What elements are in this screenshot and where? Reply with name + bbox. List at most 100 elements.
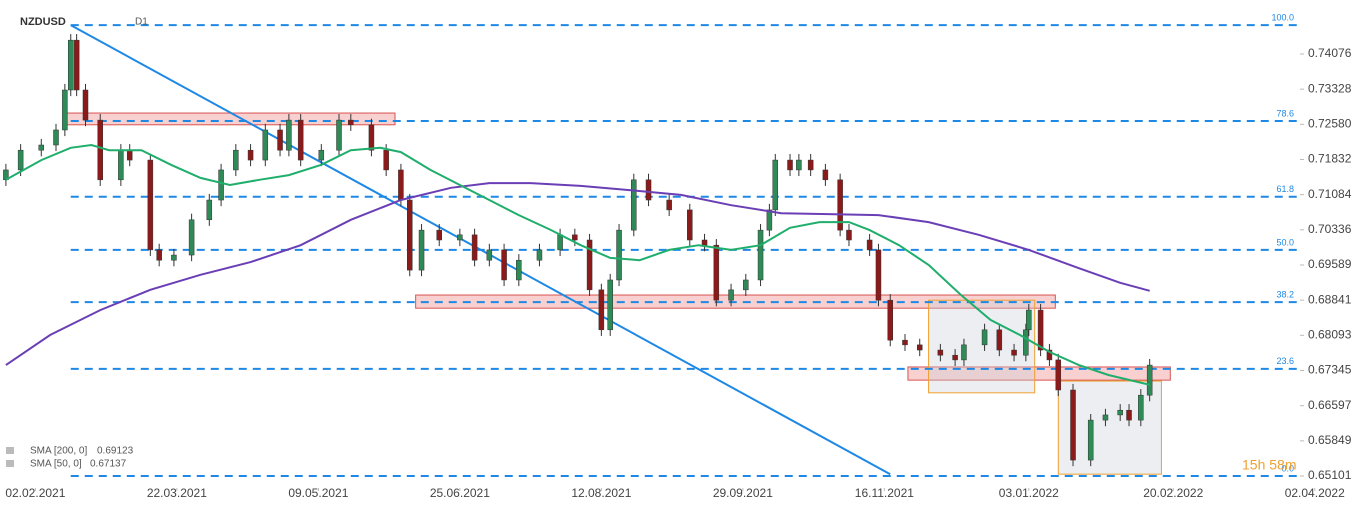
- plot-area: 100.0 78.6 61.8 50.0 38.2 23.6 0.0: [3, 12, 1300, 478]
- candle-body: [97, 119, 103, 181]
- candle-body: [728, 289, 734, 301]
- countdown: 15h 58m: [1242, 457, 1296, 473]
- candle-body: [952, 354, 958, 361]
- candle-body: [787, 159, 793, 171]
- candle-body: [687, 209, 693, 241]
- candle-body: [866, 239, 873, 251]
- x-tick-label: 25.06.2021: [430, 486, 490, 500]
- candle-body: [38, 144, 45, 151]
- candle-body: [501, 249, 507, 281]
- candle-body: [82, 89, 89, 121]
- candle-body: [1102, 414, 1109, 421]
- candle-body: [1117, 409, 1123, 416]
- candle-body: [171, 254, 177, 261]
- candle-body: [218, 169, 224, 201]
- candle-body: [1126, 409, 1132, 421]
- candle-body: [616, 229, 622, 281]
- candle-body: [1046, 349, 1053, 361]
- candle-body: [598, 289, 605, 331]
- candle-body: [701, 239, 708, 246]
- candle-body: [916, 344, 923, 351]
- timeframe: D1: [135, 17, 148, 28]
- legend-value: 0.67137: [90, 459, 127, 470]
- fib-label: 38.2: [1276, 289, 1294, 299]
- candle-body: [348, 119, 354, 126]
- candle-body: [846, 229, 852, 241]
- candle-body: [126, 149, 133, 161]
- x-tick-label: 09.05.2021: [288, 486, 348, 500]
- trendline: [70, 24, 891, 476]
- candle-body: [318, 149, 325, 161]
- candle-body: [336, 119, 342, 151]
- candle-body: [937, 349, 944, 356]
- candle-body: [62, 89, 68, 131]
- candle-body: [53, 129, 59, 146]
- y-tick-label: 0.65849: [1308, 433, 1352, 447]
- candle-body: [572, 234, 578, 241]
- symbol: NZDUSD: [20, 16, 66, 28]
- sma-line: [5, 182, 1150, 366]
- candle-body: [286, 119, 292, 151]
- y-tick-label: 0.65101: [1308, 468, 1352, 482]
- candle-body: [73, 39, 80, 91]
- y-tick-label: 0.74076: [1308, 46, 1352, 60]
- x-tick-label: 02.04.2022: [1285, 486, 1345, 500]
- y-tick-label: 0.68093: [1308, 327, 1352, 341]
- fib-label: 23.6: [1276, 356, 1294, 366]
- candle-body: [368, 124, 375, 151]
- candle-body: [1138, 394, 1144, 421]
- candle-body: [996, 329, 1003, 351]
- candle-body: [471, 234, 478, 261]
- fib-label: 61.8: [1276, 184, 1294, 194]
- candle-body: [713, 244, 720, 301]
- candle-body: [743, 279, 749, 291]
- candle-body: [766, 209, 773, 231]
- y-tick-label: 0.69589: [1308, 257, 1352, 271]
- candle-body: [3, 169, 9, 181]
- candle-body: [383, 149, 389, 171]
- fib-label: 100.0: [1271, 12, 1294, 22]
- x-tick-label: 16.11.2021: [855, 486, 914, 500]
- candle-body: [961, 344, 967, 361]
- candle-body: [586, 239, 593, 291]
- y-tick-label: 0.72580: [1308, 116, 1352, 130]
- y-tick-label: 0.66597: [1308, 398, 1352, 412]
- fib-label: 78.6: [1276, 108, 1294, 118]
- candle-body: [645, 179, 652, 201]
- candle-body: [796, 159, 802, 171]
- candle-body: [1146, 364, 1153, 396]
- zone: [907, 366, 1171, 381]
- candle-body: [262, 129, 269, 161]
- candle-body: [233, 149, 239, 171]
- legend-name: SMA [50, 0]: [30, 459, 82, 470]
- y-tick-label: 0.68841: [1308, 292, 1352, 306]
- zone: [64, 112, 396, 126]
- y-tick-label: 0.70336: [1308, 222, 1352, 236]
- legend-name: SMA [200, 0]: [30, 446, 87, 457]
- sma-line: [5, 143, 1150, 386]
- candle-body: [486, 249, 493, 261]
- candle-body: [1070, 389, 1076, 461]
- legend-value: 0.69123: [97, 446, 134, 457]
- candle-body: [188, 219, 195, 256]
- candle-body: [772, 159, 779, 211]
- candle-body: [118, 149, 124, 181]
- candle-body: [607, 279, 613, 331]
- x-tick-label: 03.01.2022: [999, 486, 1059, 500]
- x-tick-label: 12.08.2021: [571, 486, 631, 500]
- candle-body: [1026, 309, 1032, 331]
- y-tick-label: 0.71832: [1308, 152, 1352, 166]
- fib-label: 0.0: [1281, 463, 1294, 473]
- candle-body: [457, 234, 463, 241]
- candle-body: [297, 119, 304, 161]
- x-tick-label: 22.03.2021: [147, 486, 207, 500]
- candle-body: [1055, 359, 1062, 391]
- candle-body: [1011, 349, 1017, 356]
- x-tick-label: 29.09.2021: [713, 486, 773, 500]
- candle-body: [1087, 419, 1094, 461]
- candle-body: [516, 259, 522, 281]
- fib-label: 50.0: [1276, 237, 1294, 247]
- candle-body: [981, 329, 988, 346]
- x-tick-label: 20.02.2022: [1143, 486, 1203, 500]
